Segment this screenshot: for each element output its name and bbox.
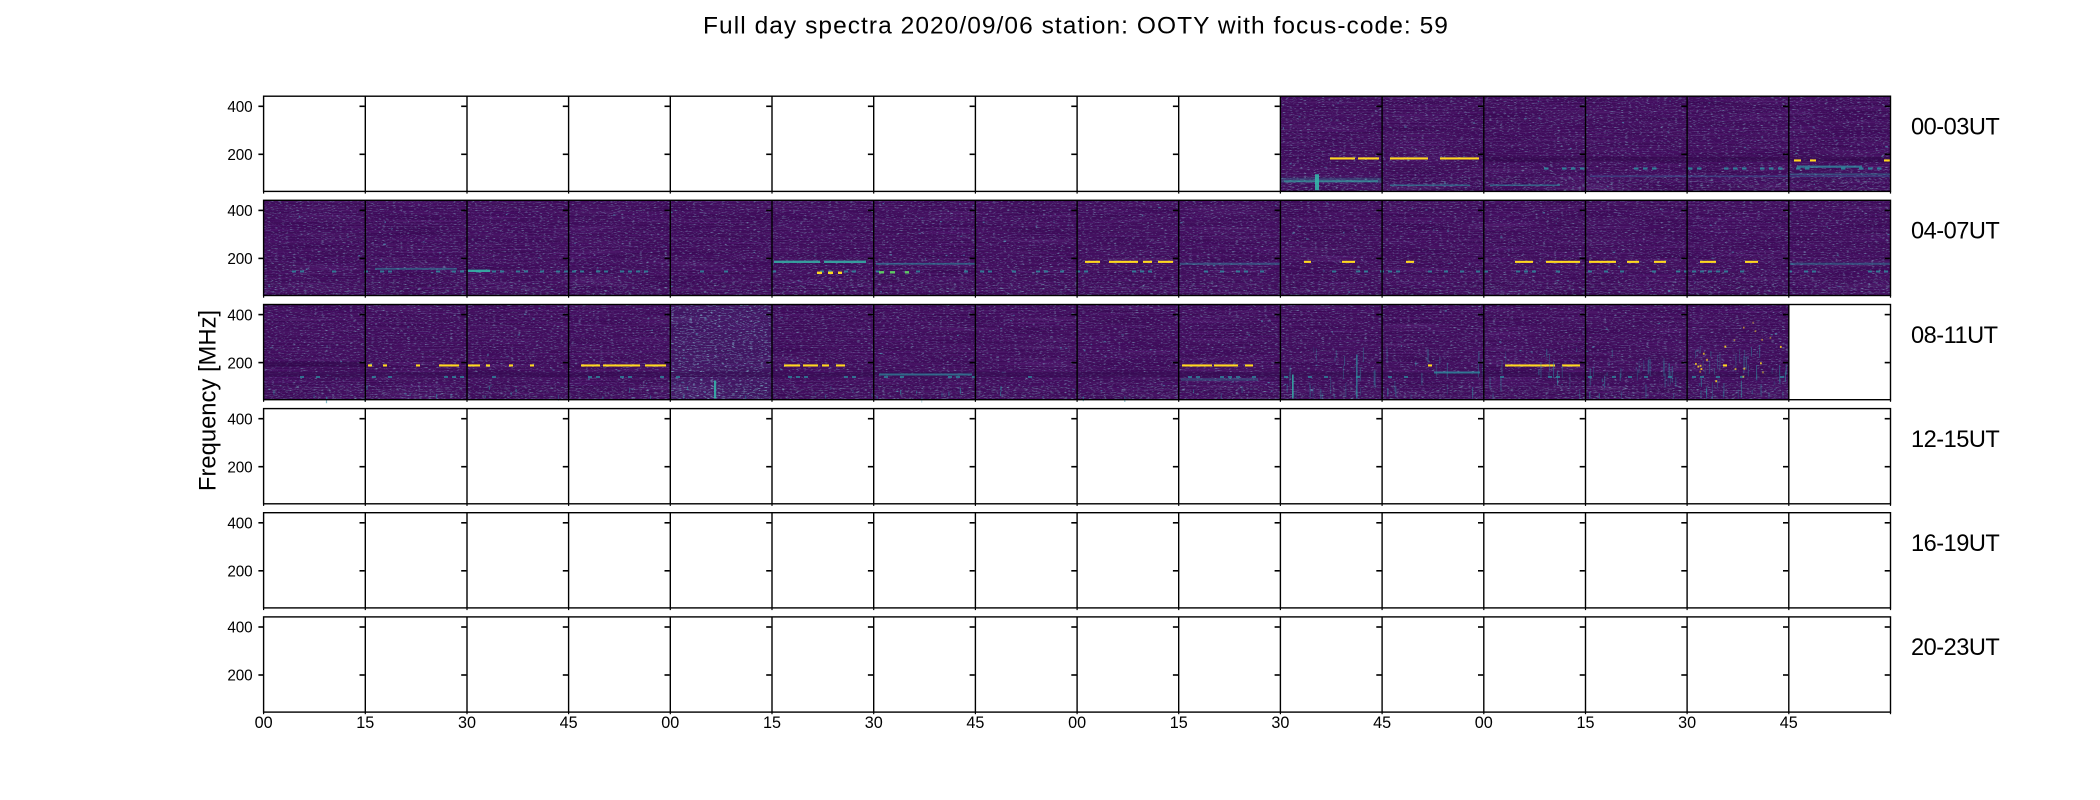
svg-text:30: 30 (865, 714, 883, 732)
svg-text:45: 45 (1373, 714, 1391, 732)
svg-text:04-07UT: 04-07UT (1911, 219, 1999, 245)
svg-text:12-15UT: 12-15UT (1911, 427, 1999, 453)
svg-text:45: 45 (1780, 714, 1798, 732)
svg-text:00: 00 (255, 714, 273, 732)
svg-text:15: 15 (356, 714, 374, 732)
svg-text:15: 15 (1576, 714, 1594, 732)
svg-text:200: 200 (227, 147, 252, 164)
svg-text:30: 30 (1271, 714, 1289, 732)
svg-text:15: 15 (1170, 714, 1188, 732)
svg-text:Full day spectra 2020/09/06 st: Full day spectra 2020/09/06 station: OOT… (703, 13, 1449, 40)
svg-text:30: 30 (1678, 714, 1696, 732)
svg-text:16-19UT: 16-19UT (1911, 531, 1999, 557)
svg-text:00: 00 (1475, 714, 1493, 732)
svg-text:15: 15 (763, 714, 781, 732)
svg-text:400: 400 (227, 307, 252, 324)
svg-text:08-11UT: 08-11UT (1911, 323, 1998, 349)
svg-text:20-23UT: 20-23UT (1911, 635, 1999, 661)
svg-text:45: 45 (560, 714, 578, 732)
svg-text:200: 200 (227, 564, 252, 581)
svg-text:400: 400 (227, 99, 252, 116)
svg-text:00: 00 (1068, 714, 1086, 732)
svg-text:30: 30 (458, 714, 476, 732)
svg-text:00-03UT: 00-03UT (1911, 115, 1999, 141)
svg-text:200: 200 (227, 355, 252, 372)
svg-text:Frequency [MHz]: Frequency [MHz] (195, 310, 222, 491)
svg-text:200: 200 (227, 251, 252, 268)
svg-text:200: 200 (227, 668, 252, 685)
svg-text:400: 400 (227, 203, 252, 220)
svg-text:45: 45 (966, 714, 984, 732)
svg-text:400: 400 (227, 411, 252, 428)
svg-text:00: 00 (661, 714, 679, 732)
svg-text:400: 400 (227, 516, 252, 533)
svg-text:400: 400 (227, 620, 252, 637)
svg-text:200: 200 (227, 459, 252, 476)
